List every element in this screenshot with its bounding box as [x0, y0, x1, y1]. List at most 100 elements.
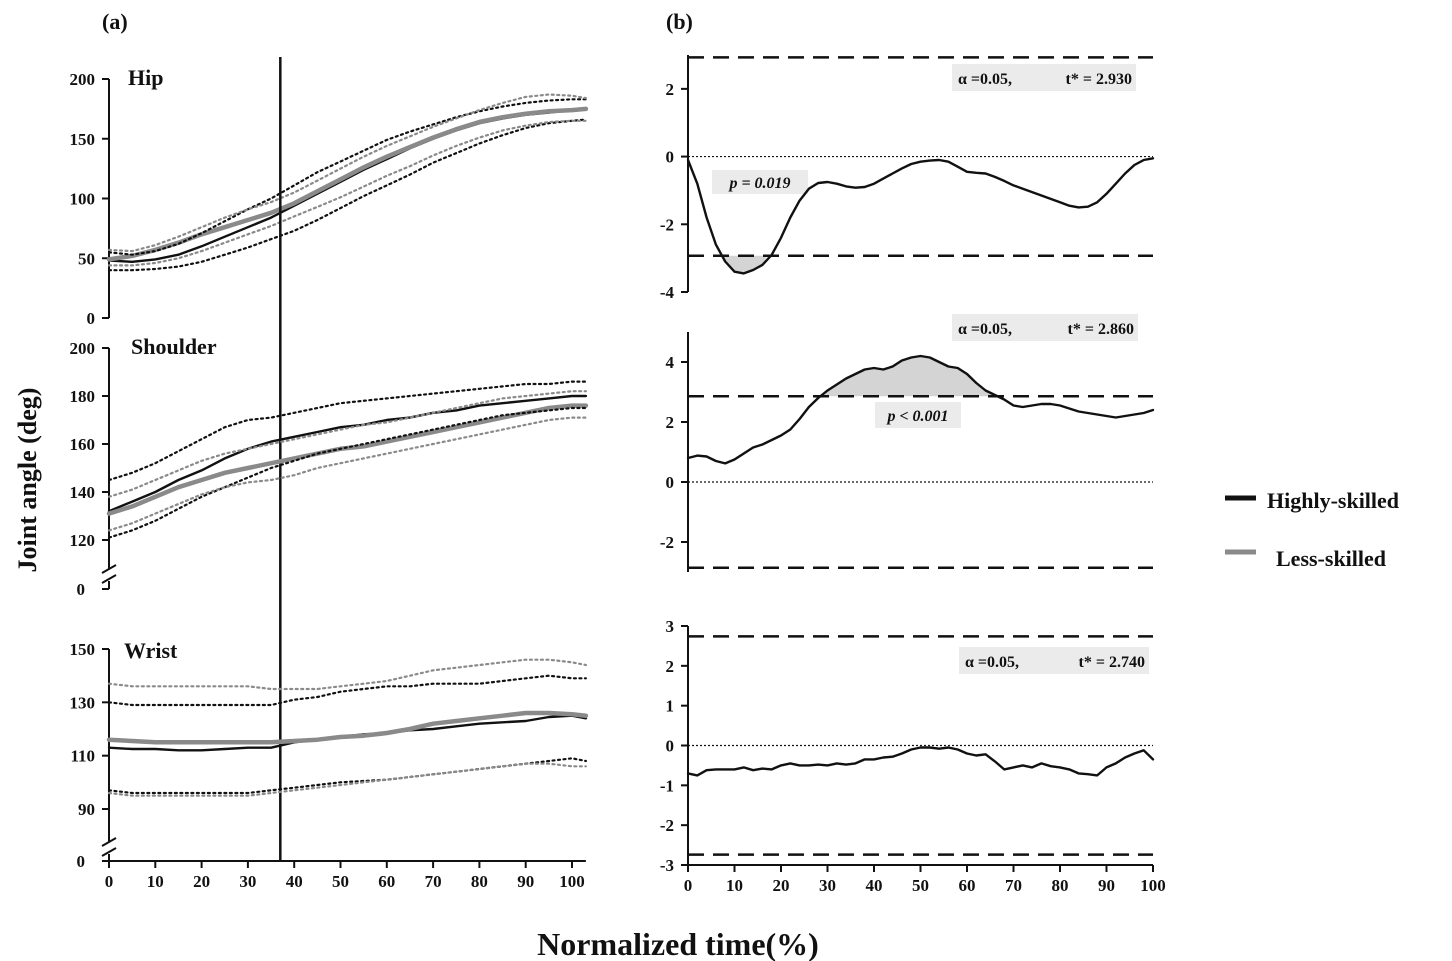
y-tick-label: -1	[660, 776, 674, 795]
p-value-box	[875, 402, 961, 428]
y-tick-label: 0	[666, 148, 675, 167]
axis-break-mark	[101, 574, 117, 584]
x-tick-label: 50	[332, 872, 349, 891]
chart-1: 0 50 100 150 200 Hip	[70, 65, 589, 328]
p-value-label: p < 0.001	[885, 408, 948, 425]
x-tick-label: 40	[286, 872, 303, 891]
y-tick-label: 160	[70, 435, 96, 454]
series-less-skilled-sd-line	[107, 119, 587, 267]
t-star-label: t* = 2.740	[1079, 654, 1145, 671]
series-highly-skilled-line	[107, 394, 588, 513]
y-tick-label: 1	[666, 697, 675, 716]
y-tick-label: 2	[666, 80, 675, 99]
y-tick-label: -4	[660, 283, 675, 302]
series-highly-skilled-sd-line	[107, 118, 587, 272]
y-tick-label: 0	[666, 473, 675, 492]
y-tick-label: 200	[70, 339, 96, 358]
series-less-skilled-sd-line	[107, 93, 587, 253]
y-tick-label: 0	[87, 309, 96, 328]
panel-b-label: (b)	[666, 9, 693, 34]
x-tick-label: 90	[517, 872, 534, 891]
x-tick-label: 50	[912, 876, 929, 895]
series-spm-t-line	[686, 746, 1155, 777]
y-tick-label: -2	[660, 816, 674, 835]
x-tick-label: 100	[1140, 876, 1166, 895]
chart-title: Wrist	[124, 638, 178, 663]
y-tick-label: 110	[70, 747, 95, 766]
y-tick-label: -2	[660, 215, 674, 234]
y-tick-label: -3	[660, 856, 674, 875]
legend-item-less-skilled: Less-skilled	[1225, 546, 1386, 571]
legend-label-highly-skilled: Highly-skilled	[1267, 488, 1399, 513]
t-star-label: t* = 2.930	[1066, 71, 1132, 88]
series-highly-skilled-sd-line	[107, 674, 587, 707]
legend-label-less-skilled: Less-skilled	[1276, 546, 1386, 571]
axis-break-mark	[101, 847, 117, 857]
y-tick-label: 90	[78, 800, 95, 819]
y-tick-label: 50	[78, 249, 95, 268]
x-tick-label: 70	[425, 872, 442, 891]
x-tick-label: 20	[773, 876, 790, 895]
series-spm-t-line	[686, 157, 1155, 275]
x-tick-label: 0	[105, 872, 114, 891]
y-tick-label: 150	[70, 130, 96, 149]
y-axis-label: Joint angle (deg)	[13, 388, 42, 573]
significant-cluster	[822, 356, 1000, 397]
stat-box	[952, 314, 1138, 341]
series-less-skilled-sd-line	[107, 658, 587, 691]
x-tick-label: 30	[819, 876, 836, 895]
y-tick-label: 120	[70, 531, 96, 550]
axis-break-mark	[101, 564, 117, 574]
x-tick-label: 30	[239, 872, 256, 891]
alpha-label: α =0.05,	[958, 321, 1012, 338]
x-tick-label: 100	[559, 872, 585, 891]
stat-box	[952, 64, 1136, 91]
series-less-skilled-sd-line	[107, 416, 587, 532]
y-tick-label: 0	[666, 737, 675, 756]
legend: Highly-skilled Less-skilled	[1225, 488, 1399, 571]
series-less-skilled-line	[106, 403, 589, 516]
stat-box	[959, 647, 1149, 674]
y-tick-label: 150	[70, 640, 96, 659]
series-highly-skilled-sd-line	[107, 380, 587, 482]
t-star-label: t* = 2.860	[1068, 321, 1134, 338]
series-highly-skilled-line	[107, 714, 588, 752]
series-highly-skilled-sd-line	[107, 757, 587, 795]
chart-title: Hip	[128, 65, 163, 90]
chart-4: -4 -2 0 2 p = 0.019 α =0.05, t* = 2.930	[660, 55, 1155, 302]
p-value-label: p = 0.019	[727, 175, 790, 192]
series-highly-skilled-line	[107, 107, 588, 263]
series-highly-skilled-sd-line	[107, 98, 587, 256]
x-axis-label: Normalized time(%)	[537, 926, 819, 961]
y-tick-label: 4	[666, 353, 675, 372]
chart-3: 90 110 130 150 00 10 20 30 40 50 60 70 80 90 100 Wrist	[70, 638, 589, 891]
alpha-label: α =0.05,	[965, 654, 1019, 671]
y-tick-label: 100	[70, 190, 96, 209]
x-tick-label: 40	[866, 876, 883, 895]
y-tick-label: 0	[77, 852, 86, 871]
y-tick-label: 3	[666, 617, 675, 636]
legend-item-highly-skilled: Highly-skilled	[1225, 488, 1399, 513]
y-tick-label: 2	[666, 413, 675, 432]
series-less-skilled-line	[106, 710, 589, 745]
panel-a-label: (a)	[102, 9, 128, 34]
x-tick-label: 60	[959, 876, 976, 895]
x-tick-label: 60	[378, 872, 395, 891]
x-tick-label: 10	[726, 876, 743, 895]
p-value-box	[712, 170, 808, 194]
x-tick-label: 90	[1098, 876, 1115, 895]
x-tick-label: 70	[1005, 876, 1022, 895]
y-tick-label: 0	[77, 580, 86, 599]
axis-break-mark	[101, 837, 117, 847]
x-tick-label: 20	[193, 872, 210, 891]
series-spm-t-line	[686, 354, 1155, 465]
series-less-skilled-sd-line	[107, 390, 587, 498]
y-tick-label: 180	[70, 387, 96, 406]
x-tick-label: 80	[1052, 876, 1069, 895]
chart-2: 120 140 160 180 200 0 Shoulder	[70, 334, 589, 599]
x-tick-label: 10	[147, 872, 164, 891]
y-tick-label: -2	[660, 533, 674, 552]
chart-5: -2 0 2 4 p < 0.001 α =0.05, t* = 2.860	[660, 314, 1155, 572]
